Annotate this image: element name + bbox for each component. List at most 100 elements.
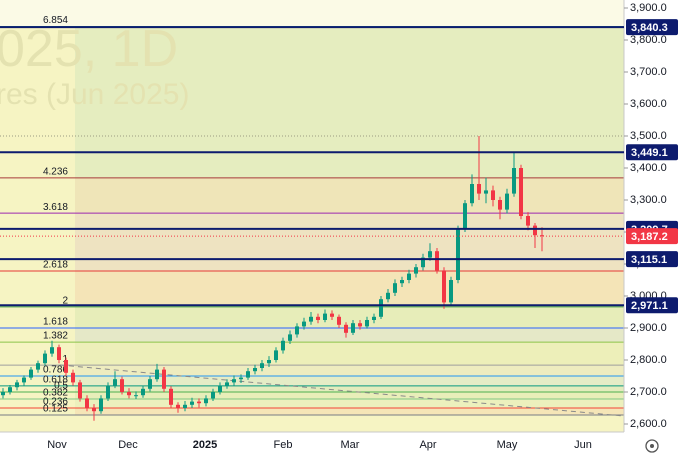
- price-tag-label: 3,449.1: [631, 147, 668, 159]
- candle-body: [197, 401, 201, 404]
- candle-body: [316, 316, 320, 320]
- candle-body: [344, 324, 348, 333]
- fib-label: 3.618: [43, 202, 68, 213]
- fib-label: 2.618: [43, 260, 68, 271]
- y-tick-label: 2,600.0: [630, 418, 667, 430]
- candle-body: [337, 316, 341, 325]
- y-tick-label: 2,800.0: [630, 354, 667, 366]
- candle-body: [330, 313, 334, 317]
- candle-body: [15, 382, 19, 388]
- fib-band: [75, 213, 624, 272]
- x-tick-label: Jun: [574, 439, 592, 451]
- trend-line: [59, 364, 625, 417]
- candle-body: [246, 371, 250, 378]
- y-tick-label: 3,900.0: [630, 2, 667, 14]
- candle-body: [295, 326, 299, 335]
- candle-body: [302, 321, 306, 327]
- fib-band: [75, 376, 624, 386]
- candle-body: [64, 360, 68, 373]
- candle-body: [477, 184, 481, 194]
- candle-body: [365, 320, 369, 327]
- price-tag: [626, 251, 678, 268]
- candle-body: [120, 379, 124, 392]
- candle-body: [540, 235, 544, 237]
- fib-band: [75, 399, 624, 408]
- y-tick-label: 2,700.0: [630, 386, 667, 398]
- fib-label: 0.236: [43, 397, 68, 408]
- candle-body: [113, 379, 117, 386]
- fib-band: [75, 385, 624, 392]
- candle-body: [309, 316, 313, 322]
- candle-body: [456, 228, 460, 280]
- fib-band: [75, 342, 624, 366]
- candle-body: [183, 404, 187, 408]
- candle-body: [239, 377, 243, 380]
- candle-body: [36, 363, 40, 370]
- y-tick-label: 3,400.0: [630, 162, 667, 174]
- candle-body: [50, 347, 54, 354]
- candle-body: [176, 404, 180, 408]
- fib-label: 0.5: [54, 381, 68, 392]
- fib-label: 0.786: [43, 365, 68, 376]
- fib-label: 2: [62, 296, 68, 307]
- candle-body: [372, 316, 376, 320]
- x-tick-label: Apr: [419, 439, 436, 451]
- watermark: 025, 1D: [0, 20, 178, 78]
- x-tick-label: Dec: [118, 439, 138, 451]
- candle-body: [141, 388, 145, 396]
- candle-body: [8, 387, 12, 392]
- candle-body: [204, 398, 208, 404]
- candle-body: [428, 251, 432, 258]
- candle-body: [267, 360, 271, 364]
- fib-label: 0.618: [43, 375, 68, 386]
- candle-body: [526, 216, 530, 226]
- settings-icon: [650, 444, 654, 448]
- price-tag: [626, 144, 678, 161]
- candle-body: [92, 408, 96, 412]
- price-tag-label: 3,187.2: [631, 231, 668, 243]
- candle-body: [386, 292, 390, 300]
- candle-body: [323, 313, 327, 320]
- fib-label: 0.382: [43, 388, 68, 399]
- candle-body: [127, 392, 131, 396]
- candle-body: [484, 190, 488, 194]
- candle-body: [162, 369, 166, 389]
- candle-body: [393, 283, 397, 293]
- x-tick-label: Feb: [274, 439, 293, 451]
- candle-body: [78, 382, 82, 399]
- candle-body: [358, 323, 362, 327]
- candle-body: [379, 299, 383, 317]
- candle-body: [512, 168, 516, 194]
- fib-label: 0.125: [43, 404, 68, 415]
- settings-button[interactable]: [645, 439, 659, 453]
- y-tick-label: 3,700.0: [630, 66, 667, 78]
- candle-body: [99, 398, 103, 412]
- fib-band: [75, 392, 624, 400]
- candle-body: [421, 257, 425, 268]
- candle-body: [435, 251, 439, 271]
- x-tick-label: Mar: [341, 439, 360, 451]
- y-tick-label: 3,300.0: [630, 194, 667, 206]
- candle-body: [43, 353, 47, 364]
- candle-body: [211, 392, 215, 399]
- candle-body: [288, 334, 292, 341]
- candle-body: [218, 385, 222, 392]
- price-tag: [626, 228, 678, 245]
- fib-band: [75, 306, 624, 328]
- candle-body: [148, 379, 152, 389]
- x-tick-label: Nov: [47, 439, 67, 451]
- candle-body: [155, 369, 159, 380]
- candle-body: [225, 382, 229, 386]
- candle-body: [407, 273, 411, 280]
- fib-label: 6.854: [43, 15, 68, 26]
- candle-body: [85, 398, 89, 408]
- candle-body: [519, 168, 523, 216]
- watermark: res (Jun 2025): [0, 78, 189, 111]
- candle-body: [505, 193, 509, 210]
- x-tick-label: May: [497, 439, 518, 451]
- candles: [1, 136, 544, 421]
- candle-body: [134, 395, 138, 397]
- fib-band: [75, 408, 624, 416]
- price-tag: [626, 19, 678, 36]
